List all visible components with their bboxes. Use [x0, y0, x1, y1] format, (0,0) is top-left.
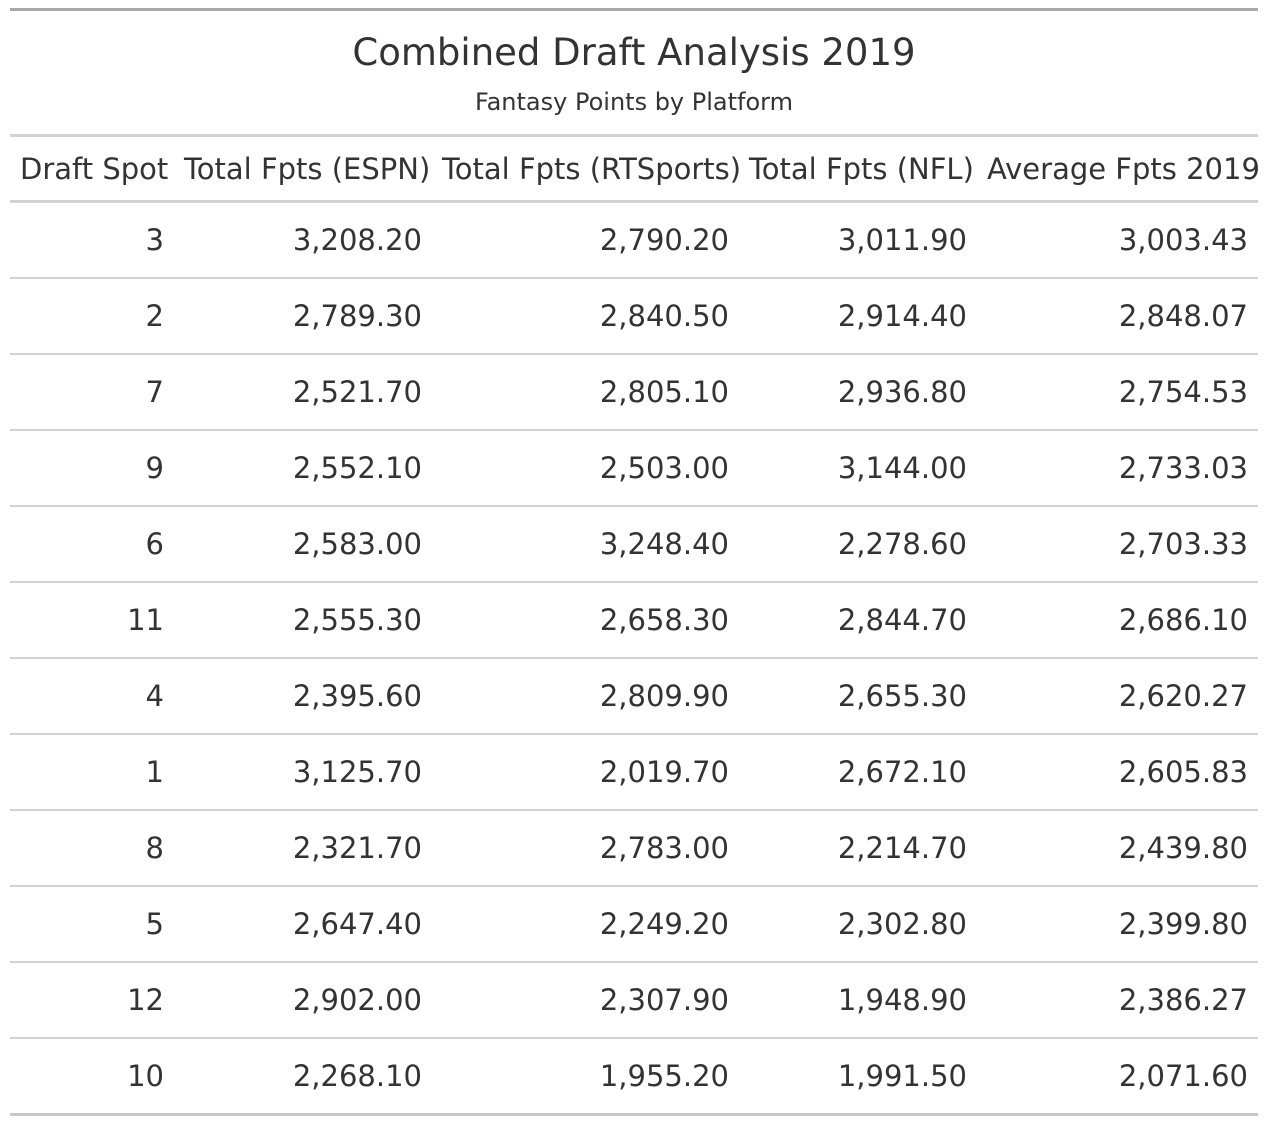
cell-average: 2,848.07 — [977, 278, 1258, 355]
cell-rtsports: 2,805.10 — [432, 354, 739, 431]
cell-draft-spot: 1 — [10, 734, 174, 811]
table-row: 6 2,583.00 3,248.40 2,278.60 2,703.33 — [10, 506, 1258, 583]
cell-rtsports: 2,840.50 — [432, 278, 739, 355]
cell-average: 2,620.27 — [977, 658, 1258, 735]
cell-nfl: 2,655.30 — [739, 658, 977, 735]
table-row: 12 2,902.00 2,307.90 1,948.90 2,386.27 — [10, 962, 1258, 1039]
cell-draft-spot: 6 — [10, 506, 174, 583]
header-row: Draft Spot Total Fpts (ESPN) Total Fpts … — [10, 137, 1260, 202]
cell-draft-spot: 9 — [10, 430, 174, 507]
cell-nfl: 2,844.70 — [739, 582, 977, 659]
cell-average: 2,386.27 — [977, 962, 1258, 1039]
table-row: 3 3,208.20 2,790.20 3,011.90 3,003.43 — [10, 201, 1258, 279]
cell-average: 2,754.53 — [977, 354, 1258, 431]
cell-draft-spot: 10 — [10, 1038, 174, 1116]
cell-draft-spot: 5 — [10, 886, 174, 963]
cell-draft-spot: 12 — [10, 962, 174, 1039]
cell-nfl: 1,948.90 — [739, 962, 977, 1039]
table-row: 8 2,321.70 2,783.00 2,214.70 2,439.80 — [10, 810, 1258, 887]
cell-rtsports: 2,249.20 — [432, 886, 739, 963]
cell-espn: 2,552.10 — [174, 430, 432, 507]
column-header-draft-spot: Draft Spot — [20, 151, 169, 186]
cell-average: 2,071.60 — [977, 1038, 1258, 1116]
cell-rtsports: 2,783.00 — [432, 810, 739, 887]
cell-nfl: 2,302.80 — [739, 886, 977, 963]
cell-nfl: 2,214.70 — [739, 810, 977, 887]
table-row: 11 2,555.30 2,658.30 2,844.70 2,686.10 — [10, 582, 1258, 659]
data-table: Draft Spot Total Fpts (ESPN) Total Fpts … — [10, 137, 1260, 1116]
table-row: 5 2,647.40 2,249.20 2,302.80 2,399.80 — [10, 886, 1258, 963]
cell-draft-spot: 8 — [10, 810, 174, 887]
column-header-espn: Total Fpts (ESPN) — [184, 151, 431, 186]
cell-nfl: 1,991.50 — [739, 1038, 977, 1116]
cell-rtsports: 2,503.00 — [432, 430, 739, 507]
column-header-average: Average Fpts 2019 — [987, 151, 1260, 186]
top-rule — [10, 8, 1258, 11]
table-title: Combined Draft Analysis 2019 — [352, 31, 916, 74]
column-header-nfl: Total Fpts (NFL) — [749, 151, 974, 186]
cell-nfl: 2,278.60 — [739, 506, 977, 583]
cell-nfl: 3,011.90 — [739, 201, 977, 279]
cell-rtsports: 3,248.40 — [432, 506, 739, 583]
cell-rtsports: 2,790.20 — [432, 201, 739, 279]
table-row: 9 2,552.10 2,503.00 3,144.00 2,733.03 — [10, 430, 1258, 507]
cell-draft-spot: 4 — [10, 658, 174, 735]
cell-rtsports: 2,307.90 — [432, 962, 739, 1039]
cell-rtsports: 2,019.70 — [432, 734, 739, 811]
cell-draft-spot: 7 — [10, 354, 174, 431]
cell-average: 2,686.10 — [977, 582, 1258, 659]
cell-espn: 2,902.00 — [174, 962, 432, 1039]
cell-nfl: 3,144.00 — [739, 430, 977, 507]
data-table-container: Combined Draft Analysis 2019 Fantasy Poi… — [10, 8, 1260, 1116]
cell-nfl: 2,672.10 — [739, 734, 977, 811]
cell-espn: 3,125.70 — [174, 734, 432, 811]
table-row: 1 3,125.70 2,019.70 2,672.10 2,605.83 — [10, 734, 1258, 811]
cell-average: 2,399.80 — [977, 886, 1258, 963]
table-row: 7 2,521.70 2,805.10 2,936.80 2,754.53 — [10, 354, 1258, 431]
header-rule — [10, 134, 1258, 137]
cell-espn: 2,395.60 — [174, 658, 432, 735]
cell-espn: 2,521.70 — [174, 354, 432, 431]
table-subtitle: Fantasy Points by Platform — [475, 88, 793, 116]
table-row: 10 2,268.10 1,955.20 1,991.50 2,071.60 — [10, 1038, 1258, 1116]
cell-rtsports: 2,658.30 — [432, 582, 739, 659]
cell-espn: 2,789.30 — [174, 278, 432, 355]
cell-rtsports: 2,809.90 — [432, 658, 739, 735]
cell-nfl: 2,914.40 — [739, 278, 977, 355]
cell-average: 2,439.80 — [977, 810, 1258, 887]
cell-average: 3,003.43 — [977, 201, 1258, 279]
cell-average: 2,605.83 — [977, 734, 1258, 811]
cell-nfl: 2,936.80 — [739, 354, 977, 431]
cell-draft-spot: 2 — [10, 278, 174, 355]
cell-espn: 2,583.00 — [174, 506, 432, 583]
cell-espn: 2,647.40 — [174, 886, 432, 963]
cell-rtsports: 1,955.20 — [432, 1038, 739, 1116]
cell-average: 2,703.33 — [977, 506, 1258, 583]
table-row: 4 2,395.60 2,809.90 2,655.30 2,620.27 — [10, 658, 1258, 735]
column-header-rtsports: Total Fpts (RTSports) — [442, 151, 742, 186]
cell-espn: 2,321.70 — [174, 810, 432, 887]
cell-espn: 2,268.10 — [174, 1038, 432, 1116]
cell-draft-spot: 3 — [10, 201, 174, 279]
cell-draft-spot: 11 — [10, 582, 174, 659]
cell-espn: 3,208.20 — [174, 201, 432, 279]
cell-espn: 2,555.30 — [174, 582, 432, 659]
cell-average: 2,733.03 — [977, 430, 1258, 507]
table-row: 2 2,789.30 2,840.50 2,914.40 2,848.07 — [10, 278, 1258, 355]
